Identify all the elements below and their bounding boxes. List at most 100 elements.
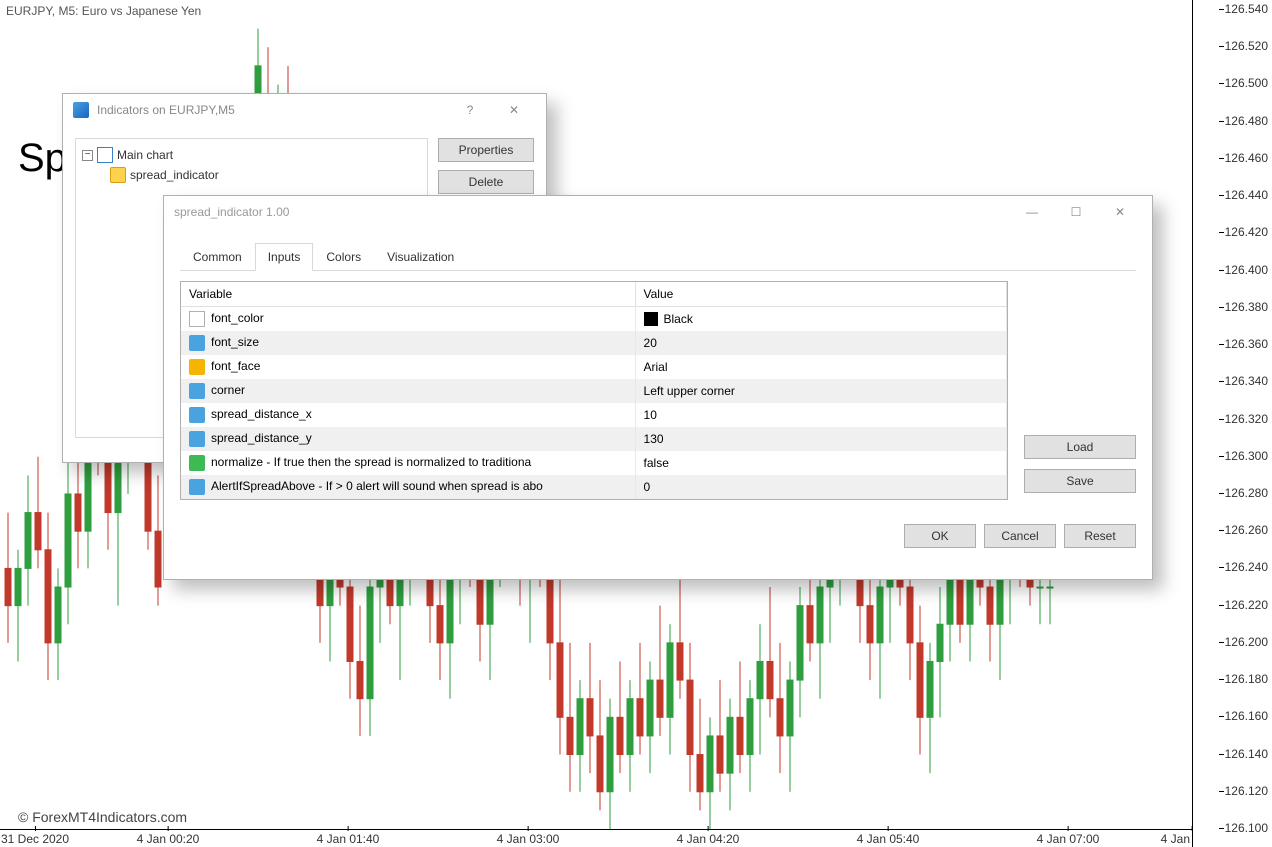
price-tick: 126.540 (1225, 2, 1268, 16)
properties-button[interactable]: Properties (438, 138, 534, 162)
var-name: normalize - If true then the spread is n… (211, 455, 531, 469)
price-tick: 126.420 (1225, 225, 1268, 239)
time-tick: 31 Dec 2020 (1, 832, 69, 846)
price-tick: 126.460 (1225, 151, 1268, 165)
tab-colors[interactable]: Colors (313, 243, 374, 271)
var-value[interactable]: false (644, 456, 669, 470)
type-icon (189, 335, 205, 351)
inputs-grid[interactable]: Variable Value font_color Black font_size 2… (180, 281, 1008, 500)
price-tick: 126.380 (1225, 300, 1268, 314)
price-tick: 126.440 (1225, 188, 1268, 202)
var-name: font_color (211, 311, 264, 325)
time-tick: 4 Jan 05:40 (857, 832, 920, 846)
var-value[interactable]: 10 (644, 408, 657, 422)
input-row[interactable]: font_color Black (181, 307, 1007, 332)
time-axis: 31 Dec 2020 4 Jan 00:20 4 Jan 01:40 4 Jan 0… (0, 829, 1192, 847)
ok-button[interactable]: OK (904, 524, 976, 548)
save-button[interactable]: Save (1024, 469, 1136, 493)
load-button[interactable]: Load (1024, 435, 1136, 459)
indicators-title: Indicators on EURJPY,M5 (97, 103, 235, 117)
var-name: font_size (211, 335, 259, 349)
input-row[interactable]: corner Left upper corner (181, 379, 1007, 403)
reset-button[interactable]: Reset (1064, 524, 1136, 548)
input-row[interactable]: AlertIfSpreadAbove - If > 0 alert will s… (181, 475, 1007, 499)
type-icon (189, 359, 205, 375)
price-tick: 126.180 (1225, 672, 1268, 686)
var-value[interactable]: Arial (644, 360, 668, 374)
tab-visualization[interactable]: Visualization (374, 243, 467, 271)
price-tick: 126.340 (1225, 374, 1268, 388)
tab-inputs[interactable]: Inputs (255, 243, 314, 271)
price-tick: 126.240 (1225, 560, 1268, 574)
price-tick: 126.300 (1225, 449, 1268, 463)
var-value[interactable]: 130 (644, 432, 664, 446)
help-button[interactable]: ? (448, 96, 492, 124)
var-value[interactable]: Left upper corner (644, 384, 735, 398)
tree-root-label: Main chart (117, 148, 173, 162)
var-value[interactable]: Black (664, 312, 693, 326)
price-tick: 126.480 (1225, 114, 1268, 128)
time-tick: 4 Jan 07:00 (1037, 832, 1100, 846)
input-row[interactable]: spread_distance_x 10 (181, 403, 1007, 427)
close-button[interactable]: ✕ (492, 96, 536, 124)
type-icon (189, 479, 205, 495)
var-name: font_face (211, 359, 260, 373)
delete-button[interactable]: Delete (438, 170, 534, 194)
time-tick: 4 Jan 04:20 (677, 832, 740, 846)
type-icon (189, 383, 205, 399)
price-tick: 126.220 (1225, 598, 1268, 612)
input-row[interactable]: font_face Arial (181, 355, 1007, 379)
time-tick: 4 Jan 01:40 (317, 832, 380, 846)
tab-common[interactable]: Common (180, 243, 255, 271)
price-tick: 126.280 (1225, 486, 1268, 500)
col-value[interactable]: Value (635, 282, 1006, 307)
chart-icon (97, 147, 113, 163)
spread-dialog-titlebar[interactable]: spread_indicator 1.00 — ☐ ✕ (164, 196, 1152, 228)
input-row[interactable]: normalize - If true then the spread is n… (181, 451, 1007, 475)
col-variable[interactable]: Variable (181, 282, 635, 307)
price-axis: 126.100 126.120 126.140 126.160 126.180 126.2… (1192, 0, 1272, 847)
close-button[interactable]: ✕ (1098, 198, 1142, 226)
type-icon (189, 455, 205, 471)
spread-indicator-dialog: spread_indicator 1.00 — ☐ ✕ CommonInputs… (163, 195, 1153, 580)
price-tick: 126.520 (1225, 39, 1268, 53)
price-tick: 126.400 (1225, 263, 1268, 277)
tree-collapse-icon[interactable]: − (82, 150, 93, 161)
input-row[interactable]: spread_distance_y 130 (181, 427, 1007, 451)
input-row[interactable]: font_size 20 (181, 331, 1007, 355)
spread-dialog-title: spread_indicator 1.00 (174, 205, 289, 219)
var-name: spread_distance_x (211, 407, 312, 421)
var-name: AlertIfSpreadAbove - If > 0 alert will s… (211, 479, 543, 493)
chart-title: EURJPY, M5: Euro vs Japanese Yen (6, 4, 201, 18)
type-icon (189, 431, 205, 447)
time-tick: 4 Jan 00:20 (137, 832, 200, 846)
price-tick: 126.120 (1225, 784, 1268, 798)
type-icon (189, 407, 205, 423)
cancel-button[interactable]: Cancel (984, 524, 1056, 548)
var-value[interactable]: 20 (644, 336, 657, 350)
minimize-button[interactable]: — (1010, 198, 1054, 226)
price-tick: 126.360 (1225, 337, 1268, 351)
var-value[interactable]: 0 (644, 480, 651, 494)
grid-body: font_color Black font_size 20 font_face Arial… (181, 307, 1007, 500)
mt4-icon (73, 102, 89, 118)
price-tick: 126.500 (1225, 76, 1268, 90)
indicator-icon (110, 167, 126, 183)
indicators-titlebar[interactable]: Indicators on EURJPY,M5 ? ✕ (63, 94, 546, 126)
price-tick: 126.140 (1225, 747, 1268, 761)
tab-strip: CommonInputsColorsVisualization (180, 242, 1136, 271)
var-name: spread_distance_y (211, 431, 312, 445)
price-tick: 126.200 (1225, 635, 1268, 649)
tree-child-label: spread_indicator (130, 168, 219, 182)
time-tick: 4 Jan 03:00 (497, 832, 560, 846)
price-tick: 126.100 (1225, 821, 1268, 835)
tree-root-row[interactable]: − Main chart (82, 145, 421, 165)
tree-child-row[interactable]: spread_indicator (82, 165, 421, 185)
price-tick: 126.260 (1225, 523, 1268, 537)
watermark-text: © ForexMT4Indicators.com (18, 809, 187, 825)
price-tick: 126.160 (1225, 709, 1268, 723)
maximize-button[interactable]: ☐ (1054, 198, 1098, 226)
type-icon (189, 311, 205, 327)
var-name: corner (211, 383, 245, 397)
price-tick: 126.320 (1225, 412, 1268, 426)
